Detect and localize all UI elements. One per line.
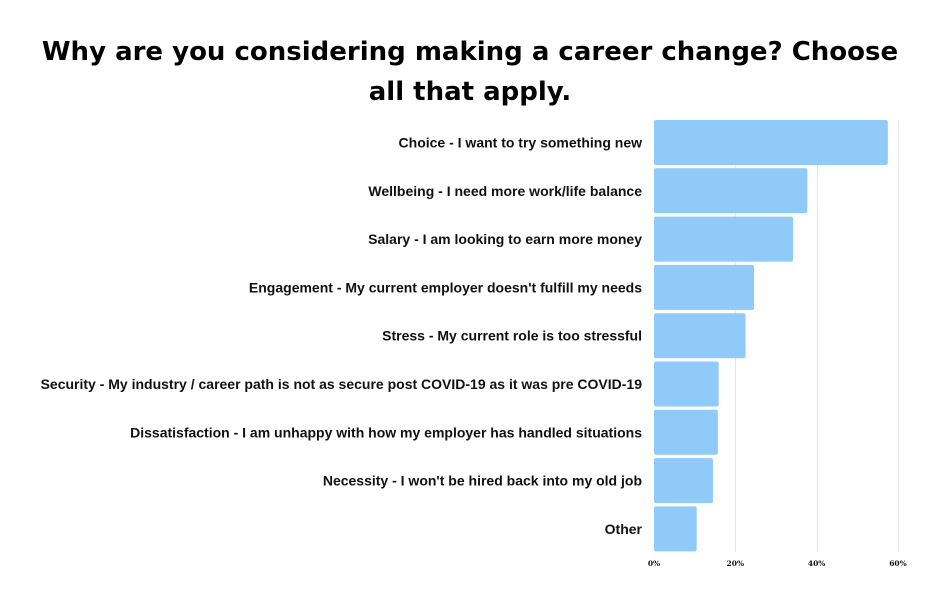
- category-label: Security - My industry / career path is …: [41, 376, 643, 392]
- category-labels: Choice - I want to try something new Wel…: [41, 135, 643, 537]
- chart-title: Why are you considering making a career …: [41, 37, 899, 107]
- x-axis-tick-labels: 0% 20% 40% 60%: [648, 559, 907, 568]
- bar-6: [654, 361, 719, 407]
- category-label: Dissatisfaction - I am unhappy with how …: [130, 424, 642, 440]
- bar-5: [654, 313, 746, 359]
- bar-1: [654, 120, 888, 165]
- x-tick-label: 0%: [648, 559, 660, 568]
- x-tick-label: 60%: [889, 559, 907, 568]
- category-label: Other: [605, 521, 643, 537]
- bar-2: [654, 168, 808, 214]
- bar-7: [654, 409, 718, 455]
- category-label: Engagement - My current employer doesn't…: [249, 279, 642, 295]
- bar-3: [654, 216, 794, 262]
- bar-4: [654, 264, 755, 310]
- bar-9: [654, 506, 697, 552]
- category-label: Wellbeing - I need more work/life balanc…: [368, 183, 642, 199]
- bar-8: [654, 458, 713, 504]
- category-label: Necessity - I won't be hired back into m…: [323, 473, 642, 489]
- category-label: Choice - I want to try something new: [399, 135, 643, 151]
- x-tick-label: 20%: [727, 559, 745, 568]
- category-label: Salary - I am looking to earn more money: [368, 231, 642, 247]
- bars: [654, 120, 888, 552]
- category-label: Stress - My current role is too stressfu…: [382, 328, 642, 344]
- x-tick-label: 40%: [808, 559, 826, 568]
